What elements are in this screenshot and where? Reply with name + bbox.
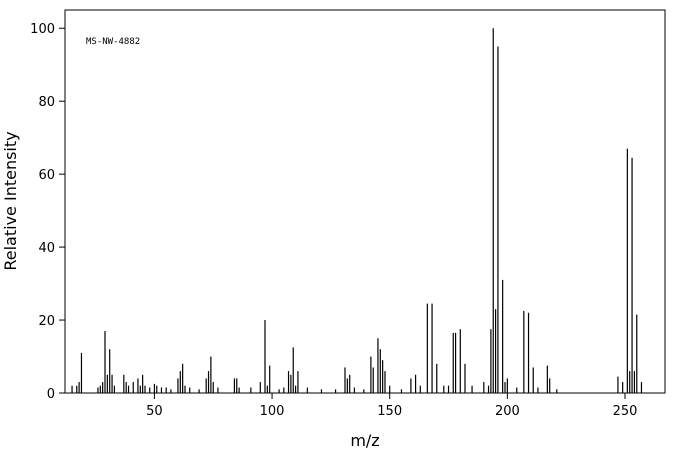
y-tick-label: 60 [38, 168, 55, 183]
y-tick-label: 20 [38, 314, 55, 329]
y-axis-label: Relative Intensity [1, 131, 20, 270]
x-tick-label: 100 [260, 404, 285, 419]
annotation: MS-NW-4882 [86, 37, 140, 47]
x-tick-label: 250 [613, 404, 638, 419]
y-tick-label: 40 [38, 241, 55, 256]
y-tick-label: 0 [47, 387, 55, 402]
plot-frame [64, 9, 666, 394]
y-tick-label: 80 [38, 95, 55, 110]
x-tick-label: 50 [146, 404, 163, 419]
y-tick-label: 100 [30, 22, 55, 37]
x-axis-label: m/z [350, 431, 379, 450]
x-tick-label: 150 [377, 404, 402, 419]
x-tick-label: 200 [495, 404, 520, 419]
